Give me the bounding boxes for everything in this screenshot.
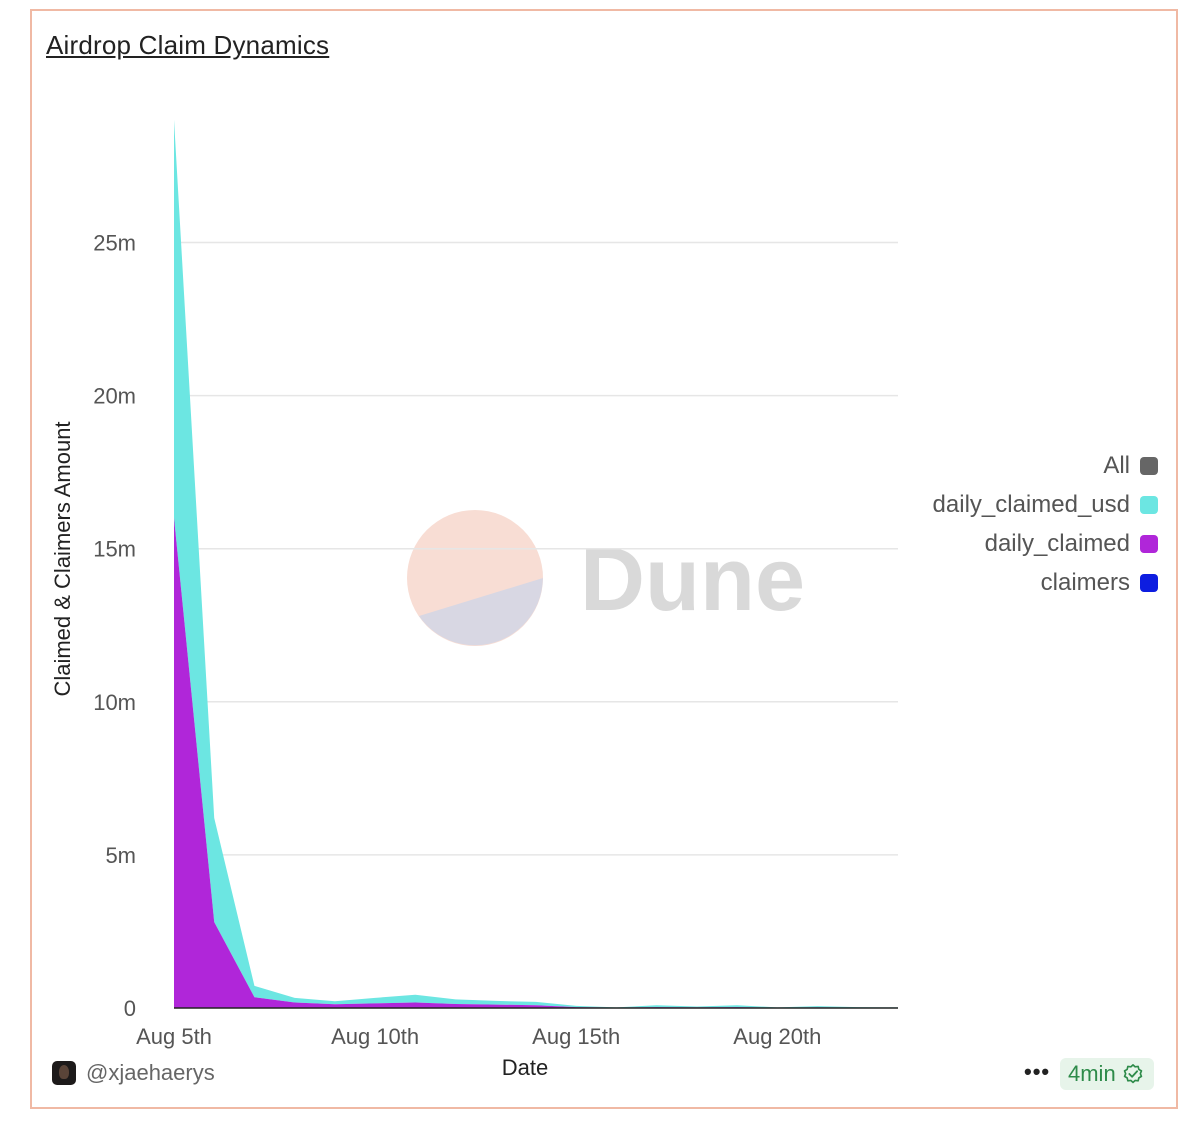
legend-label: daily_claimed_usd (932, 490, 1130, 518)
watermark-text: Dune (580, 530, 805, 630)
watermark-shade (419, 569, 543, 646)
grid-lines (174, 241, 898, 856)
dune-watermark: Dune (407, 510, 805, 646)
y-tick-label: 10m (93, 690, 136, 715)
series-areas (174, 119, 898, 1009)
legend-swatch (1140, 573, 1158, 592)
y-tick-label: 5m (105, 843, 136, 868)
more-options-button[interactable]: ••• (1024, 1059, 1051, 1084)
x-axis-label: Date (502, 1055, 548, 1080)
y-tick-label: 0 (124, 996, 136, 1021)
legend-item-claimers[interactable]: claimers (898, 563, 1158, 602)
legend-label: daily_claimed (984, 529, 1130, 557)
legend-swatch (1140, 495, 1158, 514)
chart-title[interactable]: Airdrop Claim Dynamics (46, 30, 330, 60)
chart-legend: All daily_claimed_usd daily_claimed clai… (898, 446, 1158, 602)
author-name: @xjaehaerys (86, 1060, 215, 1085)
x-tick-label: Aug 20th (733, 1024, 821, 1049)
legend-item-daily-claimed-usd[interactable]: daily_claimed_usd (898, 485, 1158, 524)
x-tick-label: Aug 5th (136, 1024, 212, 1049)
x-tick-label: Aug 10th (331, 1024, 419, 1049)
y-axis-label: Claimed & Claimers Amount (50, 421, 75, 696)
legend-item-daily-claimed[interactable]: daily_claimed (898, 524, 1158, 563)
author-link[interactable]: @xjaehaerys (52, 1060, 215, 1086)
legend-item-all[interactable]: All (898, 446, 1158, 485)
y-tick-label: 20m (93, 384, 136, 409)
y-tick-label: 15m (93, 537, 136, 562)
x-tick-label: Aug 15th (532, 1024, 620, 1049)
y-axis-ticks: 0 5m 10m 15m 20m 25m (93, 230, 136, 1021)
x-axis-ticks: Aug 5th Aug 10th Aug 15th Aug 20th (136, 1024, 821, 1049)
legend-swatch (1140, 534, 1158, 553)
legend-label: claimers (1040, 568, 1130, 596)
avatar (52, 1061, 76, 1085)
refresh-badge[interactable]: 4min (1060, 1058, 1154, 1090)
legend-swatch (1140, 456, 1158, 475)
check-badge-icon (1123, 1064, 1142, 1084)
legend-label: All (1103, 451, 1130, 479)
refresh-time: 4min (1068, 1061, 1116, 1086)
y-tick-label: 25m (93, 230, 136, 255)
